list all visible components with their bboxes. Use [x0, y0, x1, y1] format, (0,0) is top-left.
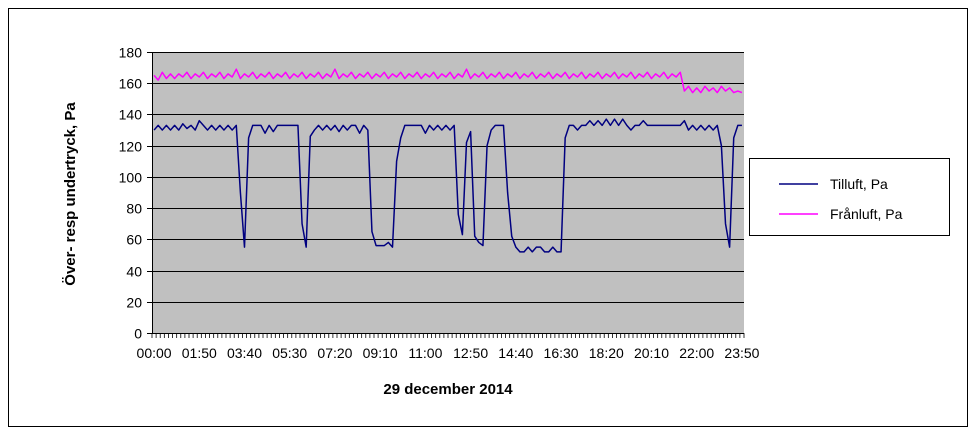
y-tick-label: 20: [126, 295, 142, 311]
x-tick-label: 22:00: [679, 345, 714, 361]
legend-label-franluft: Frånluft, Pa: [830, 206, 903, 222]
y-tick-label: 160: [119, 76, 143, 92]
legend-box: [749, 158, 950, 236]
x-tick-label: 20:10: [634, 345, 669, 361]
x-tick-label: 05:30: [272, 345, 307, 361]
x-tick-labels: 00:00 01:50 03:40 05:30 07:20 09:10 11:00 12:50…: [137, 345, 760, 361]
series-lines: [153, 68, 743, 253]
plot-area: [152, 52, 744, 333]
y-tick-label: 0: [134, 326, 142, 342]
x-tick-label: 16:30: [544, 345, 579, 361]
y-tick-label: 60: [126, 232, 142, 248]
y-tick-labels: 0 20 40 60 80 100 120 140 160 180: [119, 45, 143, 342]
y-tick-label: 120: [119, 139, 143, 155]
x-tick-label: 11:00: [408, 345, 442, 361]
x-tick-label: 14:40: [498, 345, 533, 361]
legend: Tilluft, Pa Frånluft, Pa: [749, 158, 950, 236]
x-axis-title: 29 december 2014: [383, 381, 513, 398]
series-line-1: [153, 68, 743, 94]
y-tick-label: 80: [126, 201, 142, 217]
y-tick-label: 100: [119, 170, 143, 186]
x-tick-label: 18:20: [589, 345, 624, 361]
legend-label-tilluft: Tilluft, Pa: [830, 176, 888, 192]
y-axis-title: Över- resp undertryck, Pa: [62, 102, 79, 286]
y-tick-label: 140: [119, 107, 143, 123]
grid-lines: [152, 52, 744, 334]
x-tick-label: 01:50: [182, 345, 217, 361]
x-tick-label: 03:40: [227, 345, 262, 361]
x-tick-label: 12:50: [453, 345, 488, 361]
x-tick-label: 23:50: [724, 345, 759, 361]
y-tick-label: 40: [126, 264, 142, 280]
axes: [147, 52, 745, 338]
x-tick-label: 07:20: [317, 345, 352, 361]
x-tick-label: 00:00: [137, 345, 172, 361]
y-tick-label: 180: [119, 45, 143, 61]
series-line-0: [153, 118, 742, 253]
x-tick-label: 09:10: [363, 345, 398, 361]
